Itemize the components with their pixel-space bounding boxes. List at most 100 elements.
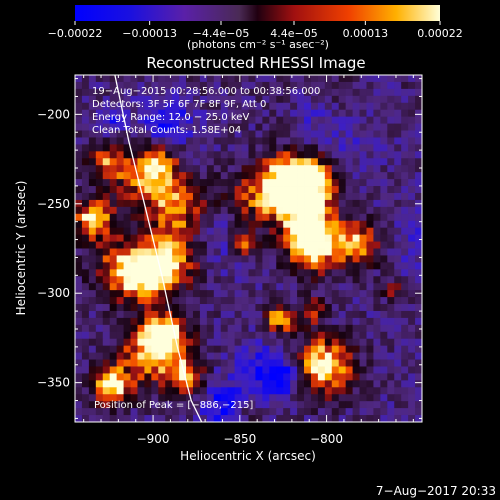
heatmap-cell	[227, 248, 236, 256]
heatmap-cell	[283, 366, 291, 374]
heatmap-cell	[199, 227, 208, 236]
heatmap-cell	[338, 123, 347, 131]
heatmap-cell	[109, 255, 118, 263]
heatmap-cell	[283, 408, 291, 416]
heatmap-cell	[297, 116, 305, 124]
heatmap-cell	[248, 415, 256, 422]
heatmap-cell	[137, 387, 145, 395]
heatmap-cell	[324, 220, 333, 229]
heatmap-cell	[338, 144, 347, 152]
heatmap-cell	[401, 151, 409, 159]
heatmap-cell	[387, 331, 395, 340]
heatmap-cell	[172, 220, 180, 229]
heatmap-cell	[75, 186, 83, 194]
heatmap-cell	[331, 331, 340, 340]
heatmap-cell	[415, 186, 422, 194]
heatmap-cell	[206, 75, 215, 83]
heatmap-cell	[304, 248, 312, 256]
heatmap-cell	[95, 81, 104, 90]
solar-limb	[114, 75, 203, 422]
heatmap-cell	[269, 206, 277, 215]
heatmap-cell	[116, 373, 124, 381]
heatmap-cell	[352, 88, 360, 97]
heatmap-cell	[276, 234, 284, 242]
heatmap-cell	[331, 206, 340, 215]
heatmap-cell	[227, 75, 236, 83]
heatmap-cell	[165, 234, 173, 242]
heatmap-cell	[241, 220, 249, 229]
heatmap-cell	[269, 331, 277, 340]
heatmap-cell	[380, 227, 388, 236]
heatmap-cell	[158, 234, 166, 242]
heatmap-cell	[116, 81, 124, 90]
heatmap-cell	[192, 297, 201, 305]
heatmap-cell	[213, 290, 222, 298]
heatmap-cell	[199, 144, 208, 152]
heatmap-cell	[283, 380, 291, 388]
heatmap-cell	[88, 317, 97, 326]
heatmap-cell	[345, 213, 353, 222]
heatmap-cell	[151, 352, 159, 360]
heatmap-cell	[220, 206, 229, 215]
heatmap-cell	[172, 255, 180, 263]
heatmap-cell	[220, 75, 229, 83]
heatmap-cell	[179, 151, 187, 159]
heatmap-cell	[338, 408, 347, 416]
heatmap-cell	[304, 345, 312, 353]
heatmap-cell	[88, 75, 97, 83]
colorbar-tick-label: 0.00022	[417, 27, 463, 40]
heatmap-cell	[88, 241, 97, 249]
heatmap-cell	[151, 262, 159, 270]
heatmap-cell	[179, 262, 187, 270]
heatmap-cell	[262, 408, 270, 416]
heatmap-cell	[415, 192, 422, 201]
heatmap-cell	[186, 95, 194, 104]
heatmap-cell	[199, 102, 208, 111]
heatmap-cell	[366, 352, 374, 360]
heatmap-cell	[81, 290, 90, 298]
heatmap-cell	[109, 165, 118, 173]
heatmap-cell	[102, 304, 111, 312]
heatmap-cell	[297, 109, 305, 118]
heatmap-cell	[186, 269, 194, 277]
heatmap-cell	[179, 380, 187, 388]
heatmap-cell	[324, 401, 333, 409]
heatmap-cell	[373, 262, 381, 270]
heatmap-cell	[290, 220, 298, 229]
heatmap-cell	[186, 304, 194, 312]
heatmap-cell	[144, 317, 152, 326]
heatmap-cell	[345, 227, 353, 236]
heatmap-cell	[373, 172, 381, 180]
heatmap-cell	[192, 373, 201, 381]
heatmap-cell	[290, 75, 298, 83]
heatmap-cell	[387, 262, 395, 270]
heatmap-cell	[317, 248, 326, 256]
heatmap-cell	[290, 359, 298, 367]
heatmap-cell	[130, 317, 138, 326]
heatmap-cell	[324, 158, 333, 166]
heatmap-cell	[324, 255, 333, 263]
heatmap-cell	[387, 338, 395, 347]
heatmap-cell	[137, 130, 145, 138]
heatmap-cell	[172, 401, 180, 409]
heatmap-cell	[227, 380, 236, 388]
heatmap-cell	[297, 179, 305, 187]
heatmap-cell	[394, 359, 402, 367]
heatmap-cell	[192, 366, 201, 374]
heatmap-cell	[227, 144, 236, 152]
heatmap-cell	[408, 401, 416, 409]
heatmap-cell	[317, 172, 326, 180]
heatmap-cell	[109, 88, 118, 97]
heatmap-cell	[234, 248, 242, 256]
heatmap-cell	[75, 297, 83, 305]
heatmap-cell	[338, 199, 347, 208]
heatmap-cell	[137, 262, 145, 270]
heatmap-cell	[220, 95, 229, 104]
heatmap-cell	[165, 137, 173, 145]
heatmap-cell	[415, 380, 422, 388]
heatmap-cell	[123, 199, 131, 208]
heatmap-cell	[220, 88, 229, 97]
heatmap-cell	[297, 331, 305, 340]
heatmap-cell	[359, 144, 367, 152]
heatmap-cell	[151, 317, 159, 326]
